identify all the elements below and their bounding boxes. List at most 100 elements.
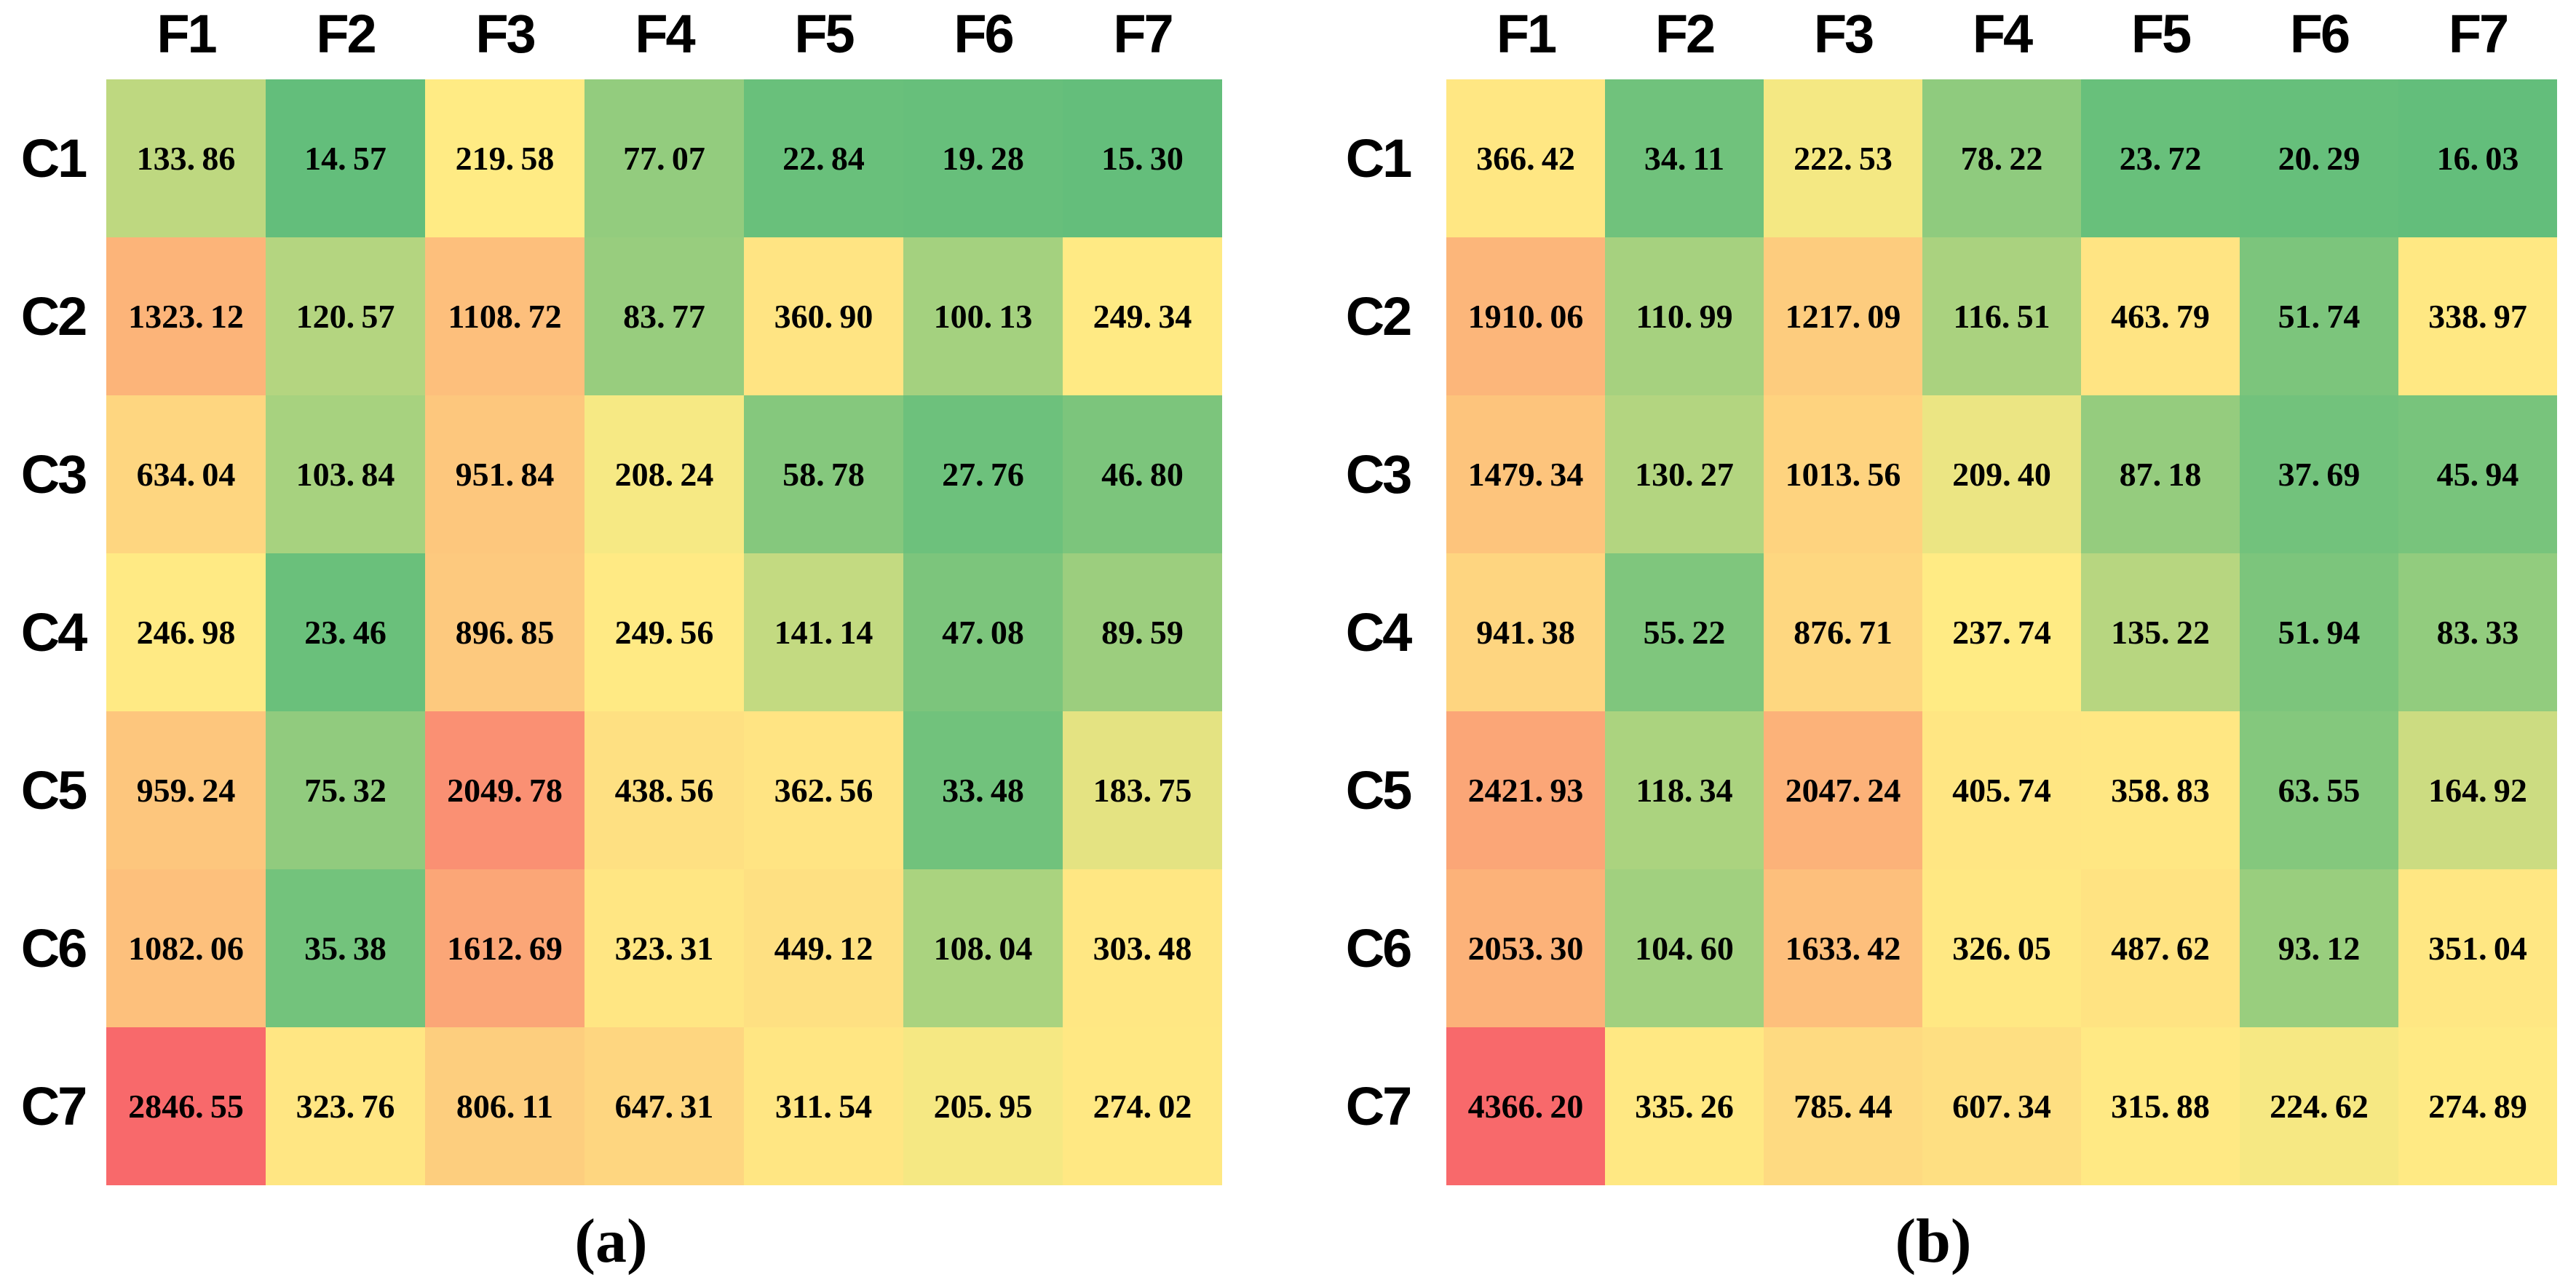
- heatmap-cell: 896. 85: [425, 553, 584, 711]
- heatmap-cell: 463. 79: [2081, 237, 2240, 395]
- heatmap-cell: 83. 33: [2398, 553, 2557, 711]
- row-label: C6: [20, 918, 88, 978]
- heatmap-cell: 208. 24: [584, 395, 744, 553]
- column-header: F5: [794, 4, 855, 64]
- heatmap-cell: 1479. 34: [1446, 395, 1605, 553]
- heatmap-cell: 2049. 78: [425, 711, 584, 869]
- heatmap-cell: 23. 72: [2081, 79, 2240, 237]
- heatmap-cell: 120. 57: [266, 237, 425, 395]
- heatmap-cell: 326. 05: [1922, 869, 2081, 1027]
- heatmap-cell: 1013. 56: [1764, 395, 1922, 553]
- heatmap-cell: 20. 29: [2240, 79, 2398, 237]
- heatmap-cell: 45. 94: [2398, 395, 2557, 553]
- heatmap-cell: 46. 80: [1063, 395, 1222, 553]
- heatmap-cell: 118. 34: [1605, 711, 1764, 869]
- heatmap-cell: 14. 57: [266, 79, 425, 237]
- heatmap-cell: 205. 95: [903, 1027, 1063, 1185]
- heatmap-cell: 1910. 06: [1446, 237, 1605, 395]
- column-header: F6: [954, 4, 1014, 64]
- heatmap-cell: 360. 90: [744, 237, 903, 395]
- column-header: F1: [156, 4, 217, 64]
- heatmap-cell: 55. 22: [1605, 553, 1764, 711]
- column-header: F3: [1813, 4, 1874, 64]
- heatmap-cell: 249. 34: [1063, 237, 1222, 395]
- heatmap-cell: 78. 22: [1922, 79, 2081, 237]
- row-label: C3: [1345, 444, 1413, 505]
- heatmap-cell: 351. 04: [2398, 869, 2557, 1027]
- heatmap-cell: 1612. 69: [425, 869, 584, 1027]
- heatmap-cell: 83. 77: [584, 237, 744, 395]
- heatmap-cell: 87. 18: [2081, 395, 2240, 553]
- heatmap-cell: 224. 62: [2240, 1027, 2398, 1185]
- heatmap-cell: 23. 46: [266, 553, 425, 711]
- heatmap-cell: 37. 69: [2240, 395, 2398, 553]
- heatmap-cell: 51. 74: [2240, 237, 2398, 395]
- heatmap-cell: 34. 11: [1605, 79, 1764, 237]
- heatmap-cell: 311. 54: [744, 1027, 903, 1185]
- heatmap-cell: 15. 30: [1063, 79, 1222, 237]
- heatmap-cell: 951. 84: [425, 395, 584, 553]
- grid-corner: [1309, 0, 1446, 79]
- row-label: C5: [20, 760, 88, 821]
- column-header: F1: [1496, 4, 1557, 64]
- column-header: F5: [2131, 4, 2192, 64]
- heatmap-cell: 1633. 42: [1764, 869, 1922, 1027]
- heatmap-cell: 47. 08: [903, 553, 1063, 711]
- row-label: C1: [1345, 128, 1413, 189]
- heatmap-cell: 116. 51: [1922, 237, 2081, 395]
- row-label: C7: [20, 1076, 88, 1136]
- heatmap-cell: 366. 42: [1446, 79, 1605, 237]
- heatmap-cell: 89. 59: [1063, 553, 1222, 711]
- grid-corner: [0, 0, 106, 79]
- heatmap-cell: 323. 31: [584, 869, 744, 1027]
- heatmap-cell: 303. 48: [1063, 869, 1222, 1027]
- row-label: C7: [1345, 1076, 1413, 1136]
- heatmap-cell: 362. 56: [744, 711, 903, 869]
- heatmap-grid-b: F1 F2 F3 F4 F5 F6 F7 C1 366. 42 34. 11 222. 53 78. …: [1309, 0, 2557, 1185]
- column-header: F4: [635, 4, 695, 64]
- row-label: C4: [1345, 602, 1413, 663]
- heatmap-cell: 141. 14: [744, 553, 903, 711]
- row-label: C4: [20, 602, 88, 663]
- column-header: F7: [2448, 4, 2509, 64]
- column-header: F3: [475, 4, 536, 64]
- heatmap-cell: 4366. 20: [1446, 1027, 1605, 1185]
- heatmap-cell: 1082. 06: [106, 869, 266, 1027]
- heatmap-panel-a: F1 F2 F3 F4 F5 F6 F7 C1 133. 86 14. 57 219. 58 77. …: [0, 0, 1222, 1277]
- heatmap-cell: 104. 60: [1605, 869, 1764, 1027]
- heatmap-cell: 2047. 24: [1764, 711, 1922, 869]
- heatmap-cell: 338. 97: [2398, 237, 2557, 395]
- heatmap-cell: 449. 12: [744, 869, 903, 1027]
- heatmap-cell: 246. 98: [106, 553, 266, 711]
- heatmap-cell: 75. 32: [266, 711, 425, 869]
- heatmap-cell: 358. 83: [2081, 711, 2240, 869]
- heatmap-panel-b: F1 F2 F3 F4 F5 F6 F7 C1 366. 42 34. 11 222. 53 78. …: [1309, 0, 2557, 1277]
- heatmap-cell: 19. 28: [903, 79, 1063, 237]
- column-header: F6: [2289, 4, 2350, 64]
- heatmap-cell: 135. 22: [2081, 553, 2240, 711]
- heatmap-cell: 35. 38: [266, 869, 425, 1027]
- heatmap-cell: 405. 74: [1922, 711, 2081, 869]
- row-label: C6: [1345, 918, 1413, 978]
- heatmap-cell: 806. 11: [425, 1027, 584, 1185]
- heatmap-cell: 274. 89: [2398, 1027, 2557, 1185]
- heatmap-cell: 110. 99: [1605, 237, 1764, 395]
- heatmap-grid-a: F1 F2 F3 F4 F5 F6 F7 C1 133. 86 14. 57 219. 58 77. …: [0, 0, 1222, 1185]
- heatmap-cell: 1217. 09: [1764, 237, 1922, 395]
- heatmap-cell: 219. 58: [425, 79, 584, 237]
- heatmap-cell: 27. 76: [903, 395, 1063, 553]
- heatmap-cell: 647. 31: [584, 1027, 744, 1185]
- heatmap-cell: 487. 62: [2081, 869, 2240, 1027]
- row-label: C1: [20, 128, 88, 189]
- heatmap-cell: 2421. 93: [1446, 711, 1605, 869]
- heatmap-cell: 249. 56: [584, 553, 744, 711]
- heatmap-cell: 22. 84: [744, 79, 903, 237]
- column-header: F4: [1972, 4, 2033, 64]
- heatmap-cell: 785. 44: [1764, 1027, 1922, 1185]
- heatmap-cell: 130. 27: [1605, 395, 1764, 553]
- heatmap-cell: 941. 38: [1446, 553, 1605, 711]
- heatmap-cell: 323. 76: [266, 1027, 425, 1185]
- row-label: C2: [20, 286, 88, 347]
- heatmap-cell: 2846. 55: [106, 1027, 266, 1185]
- heatmap-cell: 63. 55: [2240, 711, 2398, 869]
